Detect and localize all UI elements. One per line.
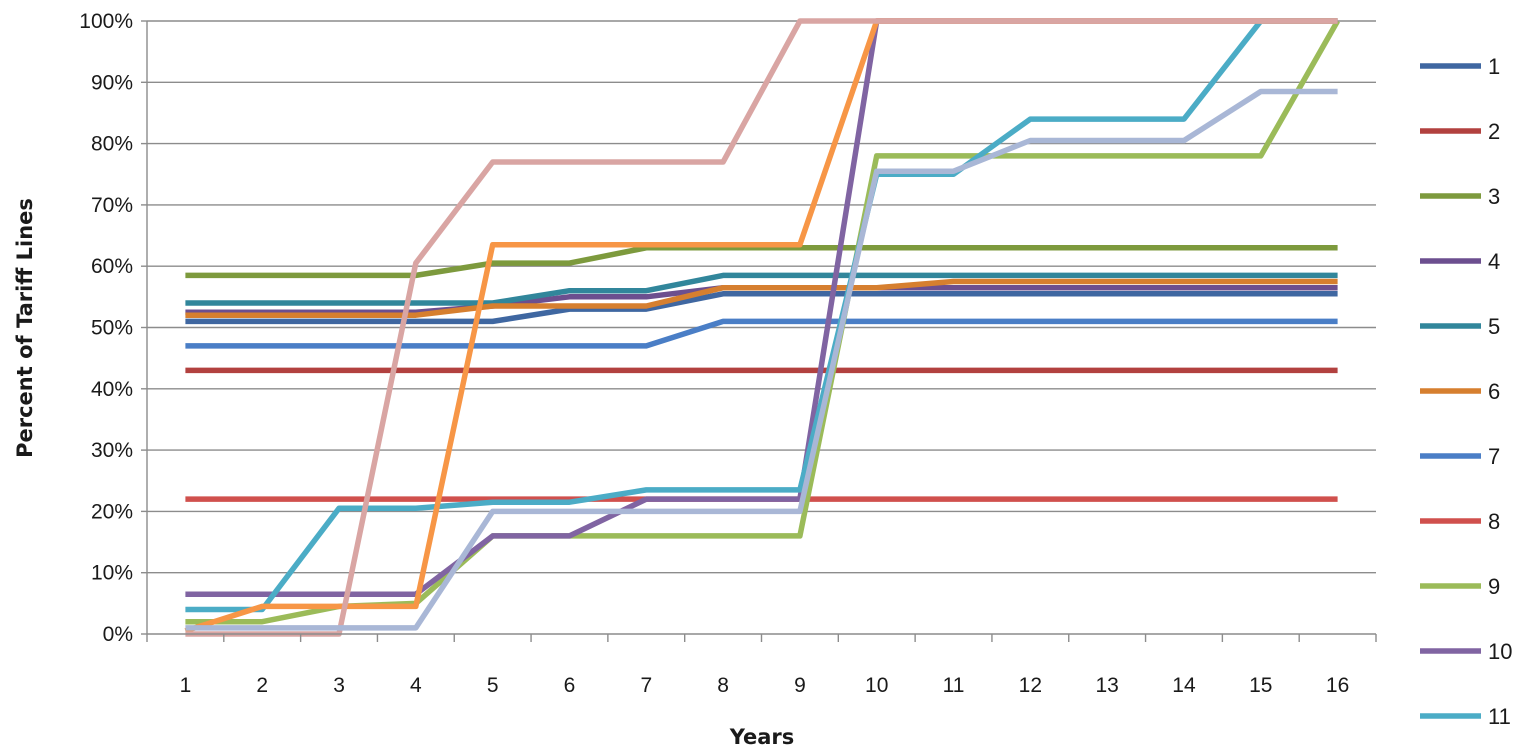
x-tick-label: 14	[1172, 674, 1196, 697]
x-tick-label: 2	[256, 674, 268, 697]
x-tick-label: 11	[943, 674, 965, 697]
x-tick-label: 7	[640, 674, 652, 697]
y-axis-tick-labels: 0% 10% 20% 30% 40% 50% 60% 70% 80% 90% 100%	[79, 10, 133, 646]
x-tick-label: 10	[865, 674, 888, 697]
x-tick-label: 3	[333, 674, 345, 697]
x-axis-title: Years	[729, 725, 795, 749]
series-lines	[184, 18, 1340, 637]
series-line	[185, 88, 1338, 631]
y-tick-label: 20%	[91, 500, 133, 523]
x-axis-tick-labels: 1 2 3 4 5 6 7 8 9 10 11 12 13 14 15 16	[180, 674, 1350, 697]
series-line	[185, 245, 1338, 279]
series-line	[185, 272, 1338, 306]
x-tick-label: 5	[487, 674, 499, 697]
x-tick-label: 16	[1326, 674, 1349, 697]
legend-label: 5	[1488, 314, 1500, 339]
y-tick-label: 90%	[91, 71, 133, 94]
x-tick-label: 1	[180, 674, 192, 697]
legend-label: 2	[1488, 119, 1500, 144]
series-line	[185, 18, 1338, 637]
y-tick-label: 30%	[91, 439, 133, 462]
y-tick-label: 10%	[91, 562, 133, 585]
axes	[141, 20, 1377, 642]
legend-label: 11	[1488, 704, 1511, 729]
x-tick-label: 6	[564, 674, 576, 697]
x-tick-label: 15	[1249, 674, 1272, 697]
series-line	[185, 278, 1338, 318]
x-tick-label: 4	[410, 674, 422, 697]
legend-label: 4	[1488, 249, 1500, 274]
legend-label: 10	[1488, 639, 1512, 664]
legend-label: 9	[1488, 574, 1500, 599]
y-tick-label: 50%	[91, 317, 133, 340]
legend-label: 8	[1488, 509, 1500, 534]
x-tick-label: 8	[717, 674, 729, 697]
y-tick-label: 60%	[91, 255, 133, 278]
y-tick-label: 70%	[91, 194, 133, 217]
y-axis-title: Percent of Tariff Lines	[13, 198, 37, 458]
y-tick-label: 100%	[79, 10, 133, 33]
series-line	[185, 291, 1338, 325]
legend-label: 7	[1488, 444, 1500, 469]
legend: 1 2 3 4 5 6 7 8 9 10 11	[1420, 54, 1512, 729]
x-tick-label: 9	[794, 674, 806, 697]
x-tick-label: 13	[1095, 674, 1118, 697]
y-tick-label: 80%	[91, 133, 133, 156]
x-tick-label: 12	[1019, 674, 1042, 697]
legend-label: 6	[1488, 379, 1500, 404]
legend-label: 3	[1488, 184, 1500, 209]
legend-label: 1	[1488, 54, 1500, 79]
series-line	[185, 318, 1338, 349]
series-line	[185, 18, 1338, 613]
y-tick-label: 0%	[103, 623, 133, 646]
y-tick-label: 40%	[91, 378, 133, 401]
